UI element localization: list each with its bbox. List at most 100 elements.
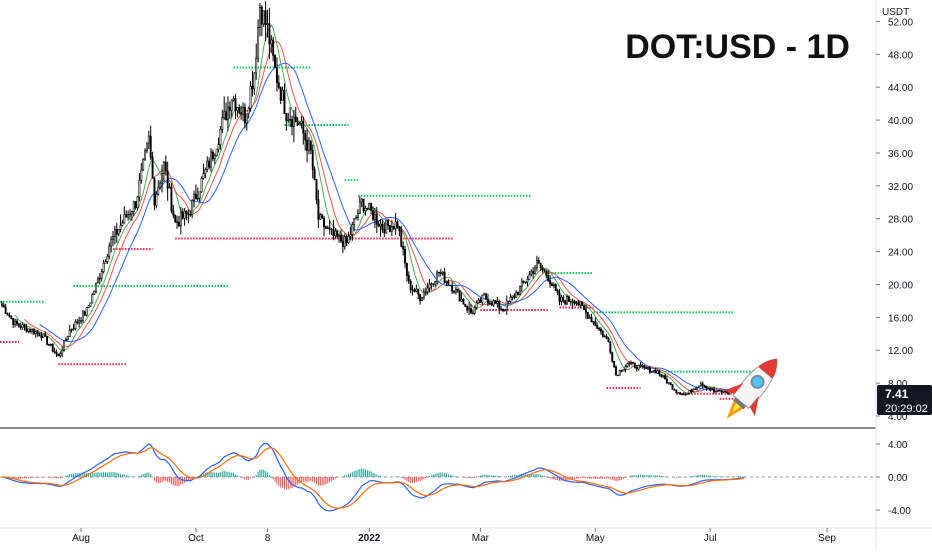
candle-body xyxy=(498,301,501,309)
candle-body xyxy=(155,194,158,206)
candle-body xyxy=(313,169,316,180)
x-tick-label: Aug xyxy=(72,533,90,544)
candle-body xyxy=(601,330,604,337)
candle-body xyxy=(283,89,286,114)
time-axis[interactable]: Aug Oct 8 2022 Mar May Jul Sep xyxy=(72,528,836,544)
candle-body xyxy=(55,352,58,355)
x-tick-label: Jul xyxy=(704,533,717,544)
candle-body xyxy=(129,213,131,216)
candle-body xyxy=(370,203,373,211)
candle-body xyxy=(19,325,22,328)
candle-body xyxy=(486,298,489,304)
candle-body xyxy=(381,223,384,230)
candle-body xyxy=(25,326,28,332)
candle-body xyxy=(609,341,612,353)
candle-body xyxy=(38,332,41,337)
candle-body xyxy=(571,301,574,303)
candle-body xyxy=(234,98,237,111)
candle-body xyxy=(34,331,37,335)
candle-body xyxy=(102,262,105,272)
candle-body xyxy=(404,249,406,264)
candle-body xyxy=(138,180,141,198)
candle-body xyxy=(355,217,358,220)
candle-body xyxy=(373,214,376,220)
candle-body xyxy=(368,203,371,210)
candle-body xyxy=(162,161,165,174)
candle-body xyxy=(345,236,348,244)
price-axis[interactable]: 52.00 48.00 44.00 40.00 36.00 32.00 28.00 24.00… xyxy=(876,17,913,423)
candle-body xyxy=(419,293,422,301)
candle-body xyxy=(213,155,216,160)
candle-body xyxy=(402,246,405,250)
candle-body xyxy=(83,311,86,316)
candle-body xyxy=(520,281,523,287)
candle-body xyxy=(517,292,520,295)
candle-body xyxy=(185,210,188,215)
candle-body xyxy=(513,295,516,298)
candle-body xyxy=(6,313,9,316)
candle-body xyxy=(281,89,284,101)
candle-body xyxy=(524,281,527,284)
candle-body xyxy=(707,387,710,390)
candle-body xyxy=(639,364,642,367)
rocket-icon xyxy=(724,358,778,419)
candle-body xyxy=(338,234,341,237)
candle-body xyxy=(394,221,397,230)
candle-body xyxy=(309,140,312,151)
x-tick-label: Sep xyxy=(818,533,836,544)
candle-body xyxy=(326,227,329,229)
candle-body xyxy=(509,297,512,302)
candle-body xyxy=(317,199,320,220)
candle-body xyxy=(362,198,365,212)
candle-body xyxy=(264,10,267,26)
candle-body xyxy=(268,23,271,45)
candle-body xyxy=(415,288,418,292)
candle-body xyxy=(255,57,258,74)
candle-body xyxy=(518,286,521,295)
candle-body xyxy=(291,119,293,127)
candle-body xyxy=(532,271,535,274)
candle-body xyxy=(462,298,465,305)
candle-body xyxy=(97,278,99,284)
candle-body xyxy=(119,225,122,230)
candle-body xyxy=(208,160,211,168)
candle-body xyxy=(121,222,124,226)
candle-body xyxy=(319,214,322,220)
candle-body xyxy=(306,139,309,151)
candle-body xyxy=(87,305,90,308)
candle-body xyxy=(664,375,666,380)
candle-body xyxy=(622,368,625,372)
candle-body xyxy=(360,198,363,203)
candle-body xyxy=(579,301,582,306)
candle-body xyxy=(407,275,410,282)
candle-body xyxy=(451,285,454,292)
candle-body xyxy=(336,230,339,237)
candle-body xyxy=(454,288,457,293)
candle-body xyxy=(247,108,250,115)
candle-body xyxy=(633,363,636,368)
candle-body xyxy=(356,213,359,218)
candle-body xyxy=(275,67,278,84)
candle-body xyxy=(270,39,273,45)
candle-body xyxy=(468,308,471,311)
candle-body xyxy=(417,288,420,295)
candle-body xyxy=(554,284,557,291)
candle-body xyxy=(243,106,246,124)
candle-body xyxy=(718,389,721,392)
candle-body xyxy=(607,338,610,343)
candle-body xyxy=(200,178,203,193)
candle-body xyxy=(507,300,510,303)
macd-axis[interactable]: 4.00 0.00 -4.00 xyxy=(876,440,911,517)
candle-body xyxy=(226,106,229,121)
candle-body xyxy=(630,361,633,364)
candle-body xyxy=(389,225,391,232)
candle-body xyxy=(89,302,92,307)
candle-body xyxy=(117,229,120,235)
candle-body xyxy=(592,321,595,323)
currency-label: USDT xyxy=(882,7,909,18)
y-tick-label: 32.00 xyxy=(888,182,913,193)
candle-body xyxy=(671,384,674,390)
candle-body xyxy=(726,391,729,394)
candle-body xyxy=(537,260,540,264)
